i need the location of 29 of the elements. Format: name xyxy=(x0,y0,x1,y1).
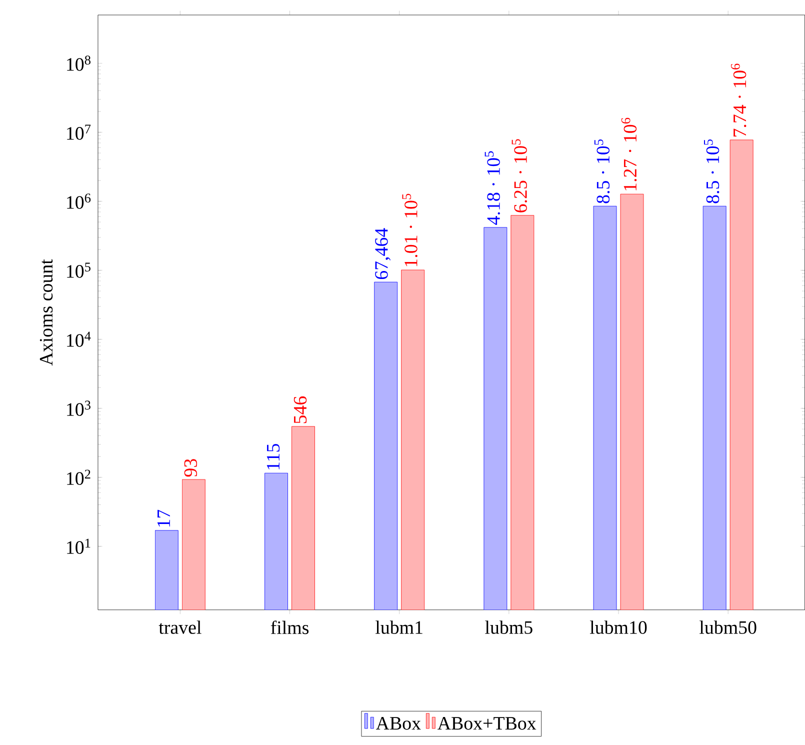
x-tick-label: lubm50 xyxy=(700,620,756,634)
y-tick-label: 10$^{3}$ xyxy=(67,400,90,416)
data-label: 8.5 · 10$^{5}$ xyxy=(704,140,720,204)
data-label: 7.74 · 10$^{6}$ xyxy=(730,64,746,137)
data-label: 8.5 · 10$^{5}$ xyxy=(594,140,610,204)
data-label: 115 xyxy=(266,444,280,470)
legend-label: ABox+TBox xyxy=(438,717,536,730)
data-label: 1.27 · 10$^{6}$ xyxy=(621,118,637,190)
x-tick-label: lubm5 xyxy=(485,620,532,634)
data-label: 1.01 · 10$^{5}$ xyxy=(402,194,418,266)
data-label: 546 xyxy=(294,396,307,424)
x-tick-label: films xyxy=(270,620,309,634)
y-tick-label: 10$^{4}$ xyxy=(67,332,91,347)
y-axis-title: Axioms count xyxy=(40,259,53,366)
x-tick-label: travel xyxy=(158,620,202,634)
data-label: 67,464 xyxy=(375,228,391,280)
legend-label: ABox xyxy=(376,717,421,730)
data-label: 93 xyxy=(184,459,198,477)
y-tick-label: 10$^{2}$ xyxy=(67,470,90,485)
data-label: 4.18 · 10$^{5}$ xyxy=(484,151,500,225)
x-tick-label: lubm1 xyxy=(376,620,422,634)
data-label: 6.25 · 10$^{5}$ xyxy=(512,139,528,212)
y-tick-label: 10$^{7}$ xyxy=(67,124,91,140)
x-tick-label: lubm10 xyxy=(590,620,647,634)
y-tick-label: 10$^{6}$ xyxy=(67,194,91,209)
data-label: 17 xyxy=(157,510,170,527)
y-tick-label: 10$^{8}$ xyxy=(67,56,90,71)
y-tick-label: 10$^{5}$ xyxy=(67,262,90,278)
y-tick-label: 10$^{1}$ xyxy=(67,538,90,554)
